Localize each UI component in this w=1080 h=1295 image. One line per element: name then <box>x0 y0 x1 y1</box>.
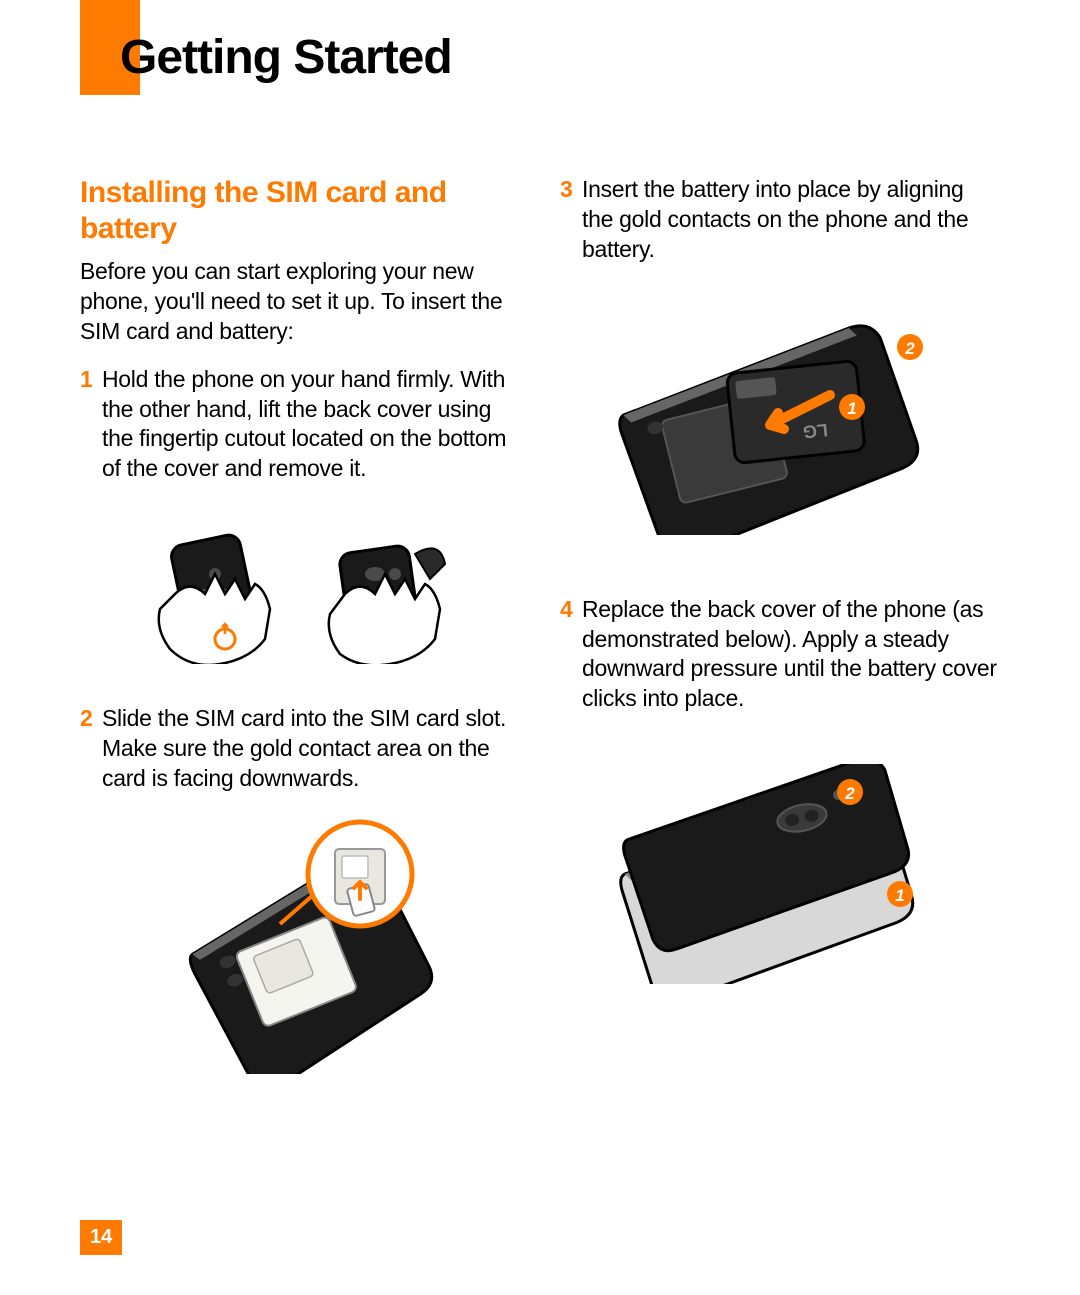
battery-insertion-icon: LG 1 2 <box>600 315 960 535</box>
step-1: 1 Hold the phone on your hand firmly. Wi… <box>80 365 520 485</box>
step-number: 1 <box>80 365 102 485</box>
figure-insert-sim <box>80 814 520 1074</box>
step-4: 4 Replace the back cover of the phone (a… <box>560 595 1000 715</box>
svg-text:1: 1 <box>895 886 904 905</box>
step-3: 3 Insert the battery into place by align… <box>560 175 1000 265</box>
step-2: 2 Slide the SIM card into the SIM card s… <box>80 704 520 794</box>
cover-replacement-icon: 1 2 <box>600 764 960 984</box>
phone-cover-removal-icon <box>110 504 490 664</box>
chapter-title: Getting Started <box>120 30 452 85</box>
left-column: Installing the SIM card and battery Befo… <box>80 175 520 1114</box>
svg-text:LG: LG <box>802 419 829 442</box>
step-number: 4 <box>560 595 582 715</box>
step-text: Hold the phone on your hand firmly. With… <box>102 365 520 485</box>
step-number: 2 <box>80 704 102 794</box>
section-title: Installing the SIM card and battery <box>80 175 520 247</box>
figure-replace-cover: 1 2 <box>560 764 1000 984</box>
step-text: Replace the back cover of the phone (as … <box>582 595 1000 715</box>
step-text: Slide the SIM card into the SIM card slo… <box>102 704 520 794</box>
svg-text:1: 1 <box>847 399 856 418</box>
right-column: 3 Insert the battery into place by align… <box>560 175 1000 1114</box>
figure-insert-battery: LG 1 2 <box>560 315 1000 535</box>
content-columns: Installing the SIM card and battery Befo… <box>80 175 1000 1114</box>
figure-remove-cover <box>80 504 520 664</box>
page-number: 14 <box>80 1220 122 1255</box>
svg-text:2: 2 <box>844 784 855 803</box>
sim-insertion-icon <box>140 814 460 1074</box>
step-number: 3 <box>560 175 582 265</box>
intro-paragraph: Before you can start exploring your new … <box>80 257 520 347</box>
svg-text:2: 2 <box>904 339 915 358</box>
step-text: Insert the battery into place by alignin… <box>582 175 1000 265</box>
